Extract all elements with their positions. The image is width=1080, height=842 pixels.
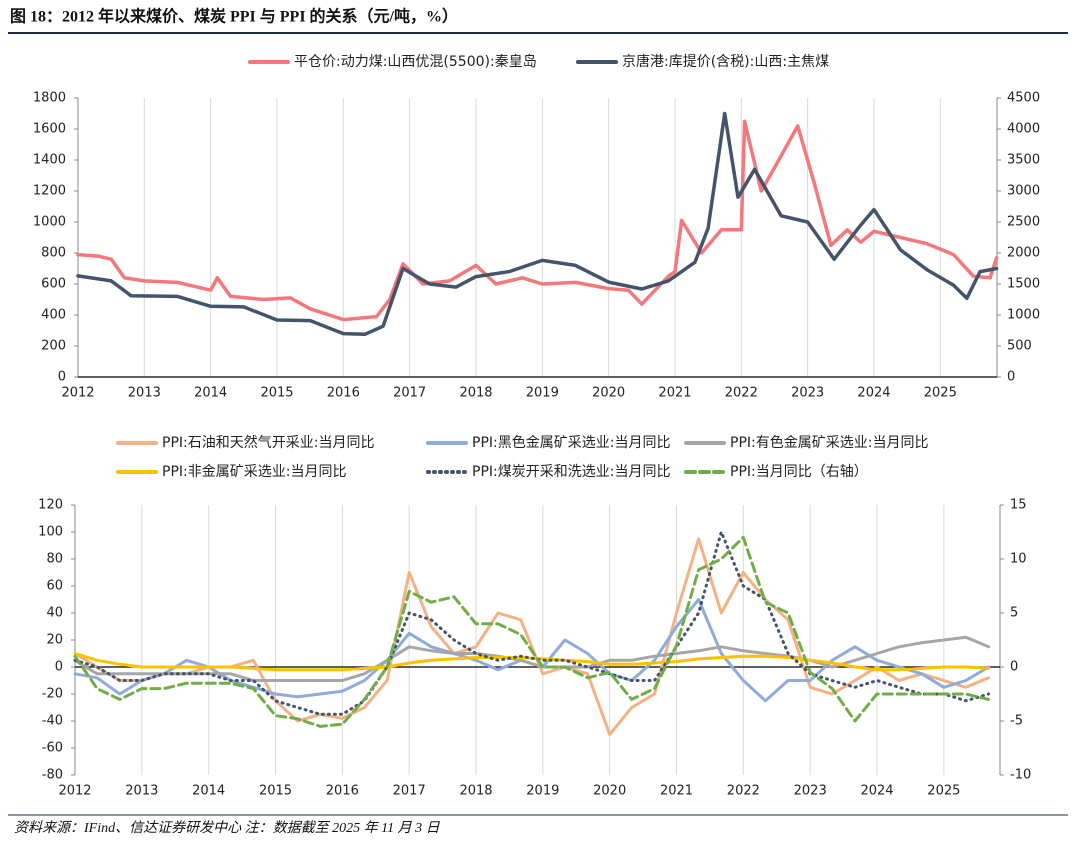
x-tick-label: 2012	[61, 386, 94, 401]
x-tick-label: 2021	[658, 386, 691, 401]
x-tick-label: 2023	[791, 386, 824, 401]
y2-tick-label: -10	[1010, 768, 1031, 783]
x-tick-label: 2020	[592, 386, 625, 401]
x-tick-label: 2019	[526, 784, 559, 799]
y-tick-label: 120	[38, 498, 63, 513]
y2-tick-label: 1500	[1007, 277, 1040, 292]
y-tick-label: 40	[46, 606, 63, 621]
legend-label: 京唐港:库提价(含税):山西:主焦煤	[622, 53, 829, 70]
x-tick-label: 2023	[794, 784, 827, 799]
legend-label: PPI:石油和天然气开采业:当月同比	[162, 434, 374, 451]
y2-tick-label: 500	[1007, 339, 1032, 354]
y2-tick-label: 4000	[1007, 122, 1040, 137]
x-tick-label: 2016	[326, 784, 359, 799]
y-tick-label: -80	[42, 768, 63, 783]
x-tick-label: 2019	[526, 386, 559, 401]
y-tick-label: 0	[55, 660, 63, 675]
y-tick-label: 1600	[33, 122, 66, 137]
x-tick-label: 2014	[194, 386, 227, 401]
figure-title: 图 18：2012 年以来煤价、煤炭 PPI 与 PPI 的关系（元/吨，%）	[10, 7, 458, 26]
x-tick-label: 2014	[192, 784, 225, 799]
x-tick-label: 2021	[660, 784, 693, 799]
legend-label: PPI:黑色金属矿采选业:当月同比	[472, 434, 670, 451]
x-tick-label: 2013	[125, 784, 158, 799]
y-tick-label: 600	[41, 277, 66, 292]
y-tick-label: -60	[42, 741, 63, 756]
x-tick-label: 2015	[260, 386, 293, 401]
y-tick-label: 80	[46, 552, 63, 567]
x-tick-label: 2025	[927, 784, 960, 799]
y-tick-label: 1400	[33, 153, 66, 168]
y2-tick-label: 2500	[1007, 215, 1040, 230]
legend-label: PPI:有色金属矿采选业:当月同比	[730, 434, 928, 451]
footer-note: 资料来源：IFind、信达证券研发中心 注：数据截至 2025 年 11 月 3…	[14, 820, 441, 836]
legend-label: 平仓价:动力煤:山西优混(5500):秦皇岛	[294, 54, 537, 70]
y-tick-label: -20	[42, 687, 63, 702]
series-line	[73, 635, 991, 682]
y2-tick-label: 2000	[1007, 246, 1040, 261]
y2-tick-label: 4500	[1007, 91, 1040, 106]
x-tick-label: 2018	[459, 784, 492, 799]
x-tick-label: 2022	[725, 386, 758, 401]
y2-tick-label: 3000	[1007, 184, 1040, 199]
y-tick-label: 1200	[33, 184, 66, 199]
series-line	[73, 537, 991, 736]
y2-tick-label: 0	[1010, 660, 1018, 675]
legend-label: PPI:当月同比（右轴）	[730, 464, 868, 480]
y-tick-label: 1800	[33, 91, 66, 106]
x-tick-label: 2013	[128, 386, 161, 401]
x-tick-label: 2017	[393, 784, 426, 799]
x-tick-label: 2018	[459, 386, 492, 401]
x-tick-label: 2016	[327, 386, 360, 401]
y-tick-label: 200	[41, 339, 66, 354]
y2-tick-label: 0	[1007, 370, 1015, 385]
y-tick-label: 20	[46, 633, 63, 648]
x-tick-label: 2012	[58, 784, 91, 799]
x-tick-label: 2025	[924, 386, 957, 401]
y-tick-label: 100	[38, 525, 63, 540]
y-tick-label: 0	[58, 370, 66, 385]
x-tick-label: 2017	[393, 386, 426, 401]
y2-tick-label: 5	[1010, 606, 1018, 621]
y-tick-label: 1000	[33, 215, 66, 230]
legend-label: PPI:非金属矿采选业:当月同比	[162, 464, 346, 480]
y2-tick-label: 1000	[1007, 308, 1040, 323]
x-tick-label: 2020	[593, 784, 626, 799]
x-tick-label: 2024	[857, 386, 890, 401]
series-line	[76, 119, 999, 322]
y-tick-label: 800	[41, 246, 66, 261]
y2-tick-label: 3500	[1007, 153, 1040, 168]
y2-tick-label: 10	[1010, 552, 1027, 567]
x-tick-label: 2015	[259, 784, 292, 799]
y-tick-label: 400	[41, 308, 66, 323]
series-line	[73, 535, 991, 728]
x-tick-label: 2024	[860, 784, 893, 799]
y-tick-label: 60	[46, 579, 63, 594]
x-tick-label: 2022	[727, 784, 760, 799]
series-line	[76, 111, 999, 336]
legend-label: PPI:煤炭开采和洗选业:当月同比	[472, 464, 670, 480]
y2-tick-label: -5	[1010, 714, 1023, 729]
y-tick-label: -40	[42, 714, 63, 729]
y2-tick-label: 15	[1010, 498, 1027, 513]
series-line	[73, 530, 991, 716]
